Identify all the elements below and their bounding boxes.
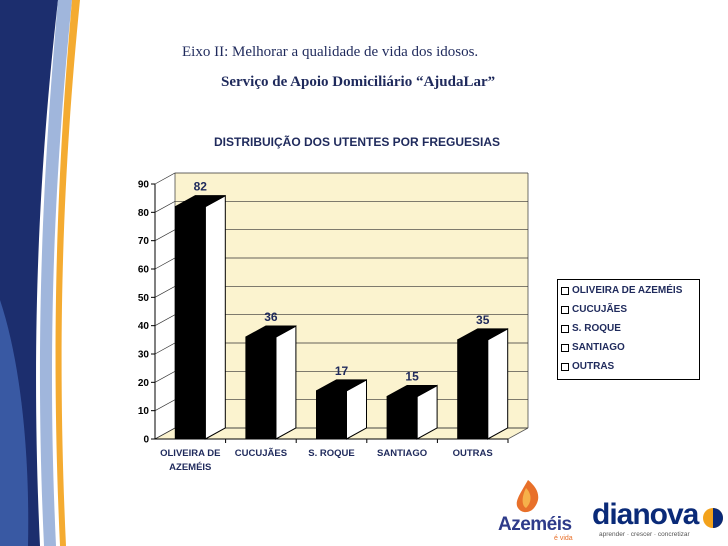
bar — [245, 336, 277, 440]
dianova-circle-icon — [703, 508, 723, 528]
data-label: 35 — [476, 313, 490, 327]
decorative-left-band — [0, 0, 80, 546]
legend-swatch — [561, 362, 569, 371]
data-label: 17 — [335, 364, 349, 378]
legend-item: SANTIAGO — [558, 338, 699, 357]
legend-label: SANTIAGO — [572, 342, 625, 353]
y-tick-label: 0 — [143, 435, 149, 446]
bar — [316, 390, 347, 440]
legend-swatch — [561, 343, 569, 352]
data-label: 82 — [194, 180, 208, 194]
bar — [457, 339, 489, 440]
chart-title: DISTRIBUIÇÃO DOS UTENTES POR FREGUESIAS — [214, 134, 500, 149]
legend-item: S. ROQUE — [558, 319, 699, 338]
band-blue-shape — [0, 300, 29, 546]
legend-item: CUCUJÃES — [558, 300, 699, 319]
legend-label: CUCUJÃES — [572, 304, 628, 315]
dianova-wordmark: dianova — [592, 498, 699, 531]
legend-label: OUTRAS — [572, 361, 615, 372]
bar-side — [275, 325, 297, 440]
azemeis-flame-icon — [516, 480, 539, 513]
y-tick-label: 30 — [138, 350, 150, 361]
legend-swatch — [561, 286, 569, 295]
section-heading: Eixo II: Melhorar a qualidade de vida do… — [182, 44, 479, 60]
x-tick-label: CUCUJÃES — [235, 448, 287, 459]
band-orange-stroke — [55, 0, 80, 546]
legend-swatch — [561, 305, 569, 314]
y-tick-label: 90 — [138, 180, 150, 191]
legend-swatch — [561, 324, 569, 333]
bar-side — [487, 327, 509, 440]
y-tick-label: 50 — [138, 293, 150, 304]
legend-label: S. ROQUE — [572, 323, 621, 334]
x-tick-label: OUTRAS — [453, 448, 493, 459]
service-heading: Serviço de Apoio Domiciliário “AjudaLar” — [221, 74, 496, 90]
chart-legend: OLIVEIRA DE AZEMÉIS CUCUJÃES S. ROQUE SA… — [557, 279, 700, 380]
bar — [174, 206, 206, 440]
x-tick-label: AZEMÉIS — [169, 462, 211, 473]
x-tick-label: OLIVEIRA DE — [160, 448, 220, 459]
bar — [386, 396, 418, 440]
x-tick-label: SANTIAGO — [377, 448, 427, 459]
legend-label: OLIVEIRA DE AZEMÉIS — [572, 285, 683, 296]
azemeis-tagline: é vida — [554, 535, 573, 542]
x-tick-label: S. ROQUE — [308, 448, 354, 459]
legend-item: OLIVEIRA DE AZEMÉIS — [558, 281, 699, 300]
y-tick-label: 20 — [138, 378, 150, 389]
y-tick-label: 60 — [138, 265, 150, 276]
y-tick-label: 70 — [138, 236, 150, 247]
azemeis-logo: Azeméis é vida — [498, 478, 588, 542]
azemeis-wordmark: Azeméis — [498, 514, 572, 535]
legend-item: OUTRAS — [558, 357, 699, 376]
y-tick-label: 10 — [138, 406, 150, 417]
data-label: 36 — [264, 310, 278, 324]
y-tick-label: 80 — [138, 208, 150, 219]
y-tick-label: 40 — [138, 321, 150, 332]
bar-side — [204, 194, 226, 440]
dianova-logo: dianova aprender · crescer · concretizar — [590, 500, 726, 544]
dianova-tagline: aprender · crescer · concretizar — [599, 531, 690, 538]
band-light-stroke — [39, 0, 72, 546]
data-label: 15 — [405, 370, 419, 384]
